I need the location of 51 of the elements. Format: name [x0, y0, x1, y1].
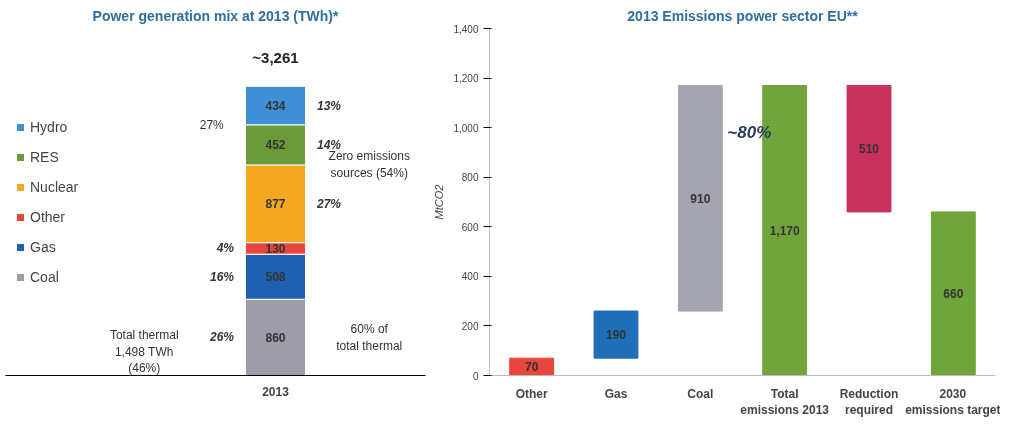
- x-tick-label: Total emissions 2013: [740, 386, 830, 418]
- data-label: 190: [605, 328, 627, 343]
- x-tick-label: Reduction required: [839, 386, 899, 418]
- legend-label: Coal: [30, 268, 59, 285]
- text: Zero emissions sources (54%): [328, 149, 410, 180]
- x-tick-label: 2013: [262, 384, 290, 399]
- bar: [593, 310, 639, 359]
- text: 60% of total thermal: [336, 321, 403, 353]
- data-label: 510: [858, 142, 880, 157]
- data-label: 130: [265, 241, 286, 256]
- data-label: 910: [690, 191, 711, 206]
- data-label: 452: [265, 138, 286, 153]
- bar: [930, 211, 976, 376]
- data-label: 70: [524, 360, 539, 375]
- legend-label: Gas: [30, 238, 56, 255]
- x-tick-label: 2030 emissions target: [905, 386, 1001, 418]
- y-tick-label: 800: [461, 172, 479, 184]
- text: 4%: [215, 241, 235, 256]
- text: 14%: [317, 137, 342, 152]
- data-label: 660: [943, 287, 964, 302]
- y-tick-label: 1,400: [453, 23, 479, 35]
- legend-label: Nuclear: [30, 178, 79, 195]
- bar: [846, 85, 892, 213]
- y-tick-label: 600: [461, 221, 479, 233]
- x-tick-label: Coal: [687, 386, 714, 401]
- chart-title: Power generation mix at 2013 (TWh)*: [92, 7, 339, 24]
- x-tick-label: Gas: [604, 386, 628, 401]
- legend-label: Hydro: [30, 118, 68, 135]
- y-tick-label: 0: [472, 370, 479, 382]
- total-label: ~3,261: [252, 48, 299, 66]
- x-tick-label: Other: [515, 386, 548, 401]
- data-label: 1,170: [769, 224, 801, 238]
- data-label: 508: [265, 270, 286, 285]
- text: Total thermal 1,498 TWh (46%): [109, 327, 179, 376]
- data-label: 434: [265, 99, 286, 114]
- y-tick-label: 200: [461, 320, 479, 332]
- y-axis-title: MtCO2: [433, 184, 446, 220]
- text: 13%: [317, 98, 342, 113]
- legend-label: RES: [30, 148, 59, 165]
- legend-label: Other: [30, 208, 66, 225]
- data-label: 860: [265, 330, 286, 345]
- data-label: 877: [265, 197, 286, 212]
- text: 26%: [208, 330, 235, 345]
- text: 27%: [199, 117, 225, 132]
- y-tick-label: 1,000: [453, 122, 479, 134]
- text: 16%: [209, 269, 235, 284]
- text: 27%: [316, 196, 342, 211]
- bar: [677, 85, 723, 312]
- y-tick-label: 400: [461, 271, 479, 283]
- chart-title: 2013 Emissions power sector EU**: [627, 7, 859, 24]
- y-tick-label: 1,200: [453, 73, 479, 85]
